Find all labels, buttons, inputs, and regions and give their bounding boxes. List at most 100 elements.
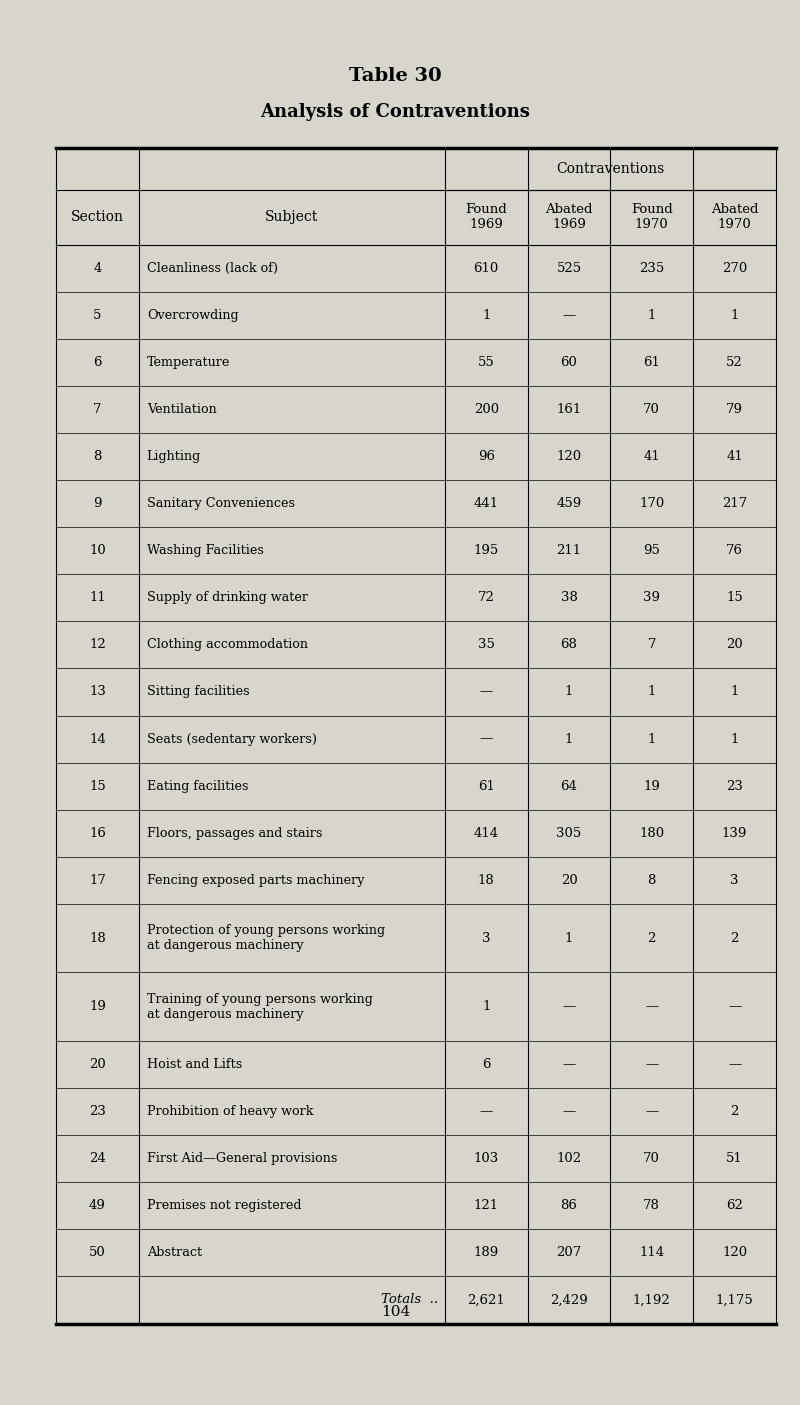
Text: 14: 14 — [89, 732, 106, 746]
Text: 270: 270 — [722, 261, 747, 274]
Text: 1,192: 1,192 — [633, 1294, 670, 1307]
Text: 120: 120 — [557, 450, 582, 464]
Text: Analysis of Contraventions: Analysis of Contraventions — [261, 104, 530, 121]
Text: 24: 24 — [89, 1152, 106, 1165]
Text: 17: 17 — [89, 874, 106, 887]
Text: Table 30: Table 30 — [349, 67, 442, 86]
Text: —: — — [645, 1058, 658, 1071]
Text: 35: 35 — [478, 638, 494, 652]
Text: Abstract: Abstract — [147, 1246, 202, 1259]
Text: 8: 8 — [648, 874, 656, 887]
Text: Seats (sedentary workers): Seats (sedentary workers) — [147, 732, 317, 746]
Text: —: — — [479, 1106, 493, 1118]
Text: Hoist and Lifts: Hoist and Lifts — [147, 1058, 242, 1071]
Text: —: — — [479, 732, 493, 746]
Text: 217: 217 — [722, 497, 747, 510]
Text: 121: 121 — [474, 1200, 498, 1213]
Text: 51: 51 — [726, 1152, 743, 1165]
Text: 15: 15 — [726, 592, 743, 604]
Text: Sitting facilities: Sitting facilities — [147, 686, 250, 698]
Text: 96: 96 — [478, 450, 494, 464]
Text: 1: 1 — [648, 686, 656, 698]
Text: Found
1970: Found 1970 — [631, 204, 673, 232]
Text: 170: 170 — [639, 497, 665, 510]
Text: 305: 305 — [556, 826, 582, 840]
Text: Sanitary Conveniences: Sanitary Conveniences — [147, 497, 294, 510]
Text: 68: 68 — [561, 638, 578, 652]
Text: Eating facilities: Eating facilities — [147, 780, 248, 792]
Text: 20: 20 — [726, 638, 743, 652]
Text: Totals  ..: Totals .. — [382, 1294, 438, 1307]
Text: 180: 180 — [639, 826, 664, 840]
Text: 1,175: 1,175 — [716, 1294, 754, 1307]
Text: Abated
1970: Abated 1970 — [711, 204, 758, 232]
Text: 12: 12 — [89, 638, 106, 652]
Text: 3: 3 — [482, 932, 490, 944]
Text: —: — — [562, 309, 576, 322]
Text: Contraventions: Contraventions — [556, 162, 665, 176]
Text: 20: 20 — [89, 1058, 106, 1071]
Text: 9: 9 — [93, 497, 102, 510]
Text: First Aid—General provisions: First Aid—General provisions — [147, 1152, 337, 1165]
Text: 86: 86 — [561, 1200, 578, 1213]
Text: 1: 1 — [730, 309, 738, 322]
Text: 38: 38 — [561, 592, 578, 604]
Text: Temperature: Temperature — [147, 355, 230, 370]
Text: 61: 61 — [643, 355, 660, 370]
Text: 18: 18 — [478, 874, 494, 887]
Text: —: — — [562, 1058, 576, 1071]
Text: Premises not registered: Premises not registered — [147, 1200, 302, 1213]
Text: Subject: Subject — [265, 211, 318, 225]
Text: Section: Section — [71, 211, 124, 225]
Text: 20: 20 — [561, 874, 578, 887]
Text: Washing Facilities: Washing Facilities — [147, 544, 264, 558]
Text: 114: 114 — [639, 1246, 664, 1259]
Text: Abated
1969: Abated 1969 — [546, 204, 593, 232]
Text: 1: 1 — [482, 309, 490, 322]
Text: —: — — [479, 686, 493, 698]
Text: 72: 72 — [478, 592, 494, 604]
Text: —: — — [562, 1106, 576, 1118]
Text: 41: 41 — [726, 450, 743, 464]
Text: 23: 23 — [89, 1106, 106, 1118]
Text: 1: 1 — [648, 732, 656, 746]
Text: 1: 1 — [730, 686, 738, 698]
Text: 61: 61 — [478, 780, 494, 792]
Text: Protection of young persons working
at dangerous machinery: Protection of young persons working at d… — [147, 924, 385, 953]
Text: 3: 3 — [730, 874, 739, 887]
Text: —: — — [728, 1000, 742, 1013]
Text: 103: 103 — [474, 1152, 499, 1165]
Text: 102: 102 — [557, 1152, 582, 1165]
Text: 49: 49 — [89, 1200, 106, 1213]
Text: 2: 2 — [730, 1106, 738, 1118]
Text: —: — — [728, 1058, 742, 1071]
Text: 52: 52 — [726, 355, 743, 370]
Text: 2,621: 2,621 — [467, 1294, 505, 1307]
Text: Found
1969: Found 1969 — [466, 204, 507, 232]
Text: 235: 235 — [639, 261, 665, 274]
Text: —: — — [645, 1106, 658, 1118]
Text: 19: 19 — [643, 780, 660, 792]
Text: 207: 207 — [556, 1246, 582, 1259]
Text: 610: 610 — [474, 261, 499, 274]
Text: 23: 23 — [726, 780, 743, 792]
Text: 189: 189 — [474, 1246, 499, 1259]
Text: 95: 95 — [643, 544, 660, 558]
Text: 6: 6 — [482, 1058, 490, 1071]
Text: 1: 1 — [730, 732, 738, 746]
Text: 1: 1 — [565, 686, 573, 698]
Text: 64: 64 — [561, 780, 578, 792]
Text: 39: 39 — [643, 592, 660, 604]
Text: —: — — [645, 1000, 658, 1013]
Text: 7: 7 — [647, 638, 656, 652]
Text: 2,429: 2,429 — [550, 1294, 588, 1307]
Text: 525: 525 — [557, 261, 582, 274]
Text: 10: 10 — [89, 544, 106, 558]
Text: 1: 1 — [648, 309, 656, 322]
Text: 200: 200 — [474, 403, 498, 416]
Text: Clothing accommodation: Clothing accommodation — [147, 638, 308, 652]
Text: Cleanliness (lack of): Cleanliness (lack of) — [147, 261, 278, 274]
Text: Ventilation: Ventilation — [147, 403, 217, 416]
Text: 195: 195 — [474, 544, 499, 558]
Text: 19: 19 — [89, 1000, 106, 1013]
